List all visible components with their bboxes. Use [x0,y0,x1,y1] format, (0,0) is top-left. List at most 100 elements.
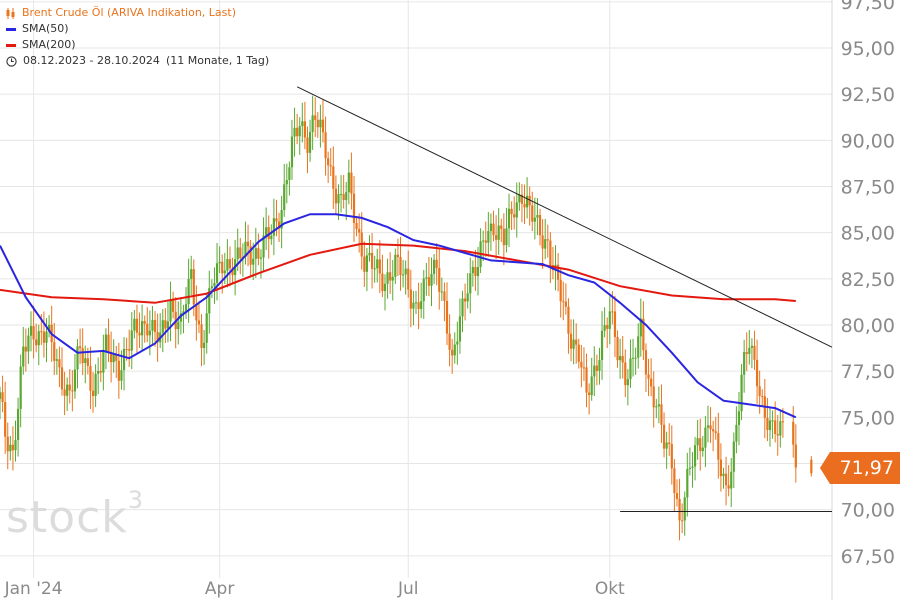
candle-body [252,258,255,265]
candle-body [487,231,490,243]
candle-body [135,318,139,333]
candle-body [308,131,312,153]
candle-body [631,357,635,359]
chart-legend: Brent Crude Öl (ARIVA Indikation, Last) … [6,5,269,69]
candle-body [696,438,699,446]
candle-body [652,386,655,408]
candle-body [146,323,149,336]
sma50-swatch [6,27,16,31]
candle-body [494,235,498,240]
candle-body [755,359,759,387]
candle-body [6,436,9,452]
candle-body [497,225,500,240]
candle-body [391,276,394,281]
candle-body [81,348,84,364]
y-tick-label: 80,00 [841,315,895,337]
candle-body [482,240,485,242]
candle-body [306,137,309,153]
candle-body [572,339,575,349]
candle-body [593,365,596,377]
candle-body [208,288,211,314]
legend-range: 08.12.2023 - 28.10.2024 (11 Monate, 1 Ta… [6,53,269,69]
candle-body [526,195,529,208]
candle-body [45,331,48,343]
candle-body [86,358,89,367]
candle-body [507,208,511,229]
candle-body [463,298,467,302]
candle-body [701,447,704,452]
candle-body [358,228,361,233]
candle-body [347,172,350,193]
watermark-sup: 3 [127,486,145,514]
y-tick-label: 75,00 [841,407,895,429]
candle-body [559,279,562,302]
candle-body [376,259,379,269]
candle-body [590,376,593,396]
candle-body [730,471,733,489]
candle-body [396,254,400,258]
candle-body [458,316,462,342]
sma50-label: SMA(50) [22,22,69,35]
candle-body [768,420,772,430]
candle-body [476,266,480,277]
candle-body [564,301,567,307]
candle-body [750,345,754,348]
candle-body [228,259,232,269]
candle-body [417,302,420,309]
candle-body [35,339,38,346]
legend-title: Brent Crude Öl (ARIVA Indikation, Last) [22,6,236,19]
candle-body [120,370,123,381]
candle-body [350,172,353,194]
candle-body [445,300,449,334]
candle-body [60,367,64,390]
candle-body [634,357,637,359]
candle-body [272,218,275,236]
candle-body [407,268,410,290]
candle-body [22,346,25,367]
candle-body [531,205,534,222]
candle-body [577,344,580,362]
y-tick-label: 77,50 [841,361,895,383]
candle-body [319,119,322,128]
candle-body [528,195,531,206]
candle-body [78,346,82,349]
candle-body [650,378,653,387]
candle-body [675,493,679,499]
candle-body [399,257,402,275]
candle-body [0,392,2,399]
candle-body [373,268,376,270]
candle-body [63,389,66,396]
candle-body [771,420,774,422]
candle-body [383,283,387,292]
candle-body [810,459,813,474]
candle-body [401,274,405,276]
candle-body [218,261,221,264]
y-tick-label: 95,00 [841,38,895,60]
candle-body [187,278,190,305]
sma50-line [0,213,797,419]
candle-body [727,485,730,489]
candle-body [156,332,159,343]
candle-body [735,424,738,442]
candle-body [412,302,415,309]
candle-body [249,246,252,265]
candle-body [221,261,224,274]
candle-body [200,324,203,348]
trendline [296,86,833,348]
candle-body [91,390,95,396]
y-tick-label: 70,00 [841,500,895,522]
x-tick-label: Jul [397,579,419,599]
clock-icon [6,55,17,67]
y-tick-label: 90,00 [841,130,895,152]
candle-body [329,165,332,167]
candle-body [724,473,728,486]
candle-body [794,444,797,468]
candle-body [691,466,694,468]
candle-body [510,208,513,215]
candle-body [513,214,516,218]
candle-body [451,349,454,356]
candle-body [745,352,748,354]
last-price-value: 71,97 [839,457,894,479]
candle-body [68,384,71,391]
candle-body [425,277,428,279]
